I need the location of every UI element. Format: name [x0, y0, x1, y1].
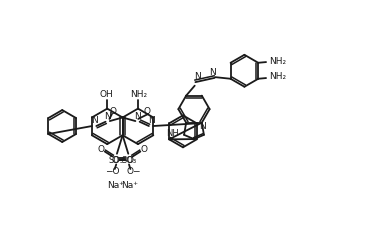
Text: N: N	[134, 112, 141, 121]
Text: SO₃: SO₃	[109, 156, 124, 164]
Text: NH: NH	[166, 129, 179, 138]
Text: Na⁺: Na⁺	[107, 181, 124, 190]
Text: N: N	[194, 72, 201, 81]
Text: N: N	[148, 116, 154, 125]
Text: OH: OH	[100, 90, 113, 99]
Text: Na⁺: Na⁺	[121, 181, 138, 190]
Text: −O: −O	[105, 167, 119, 176]
Text: O: O	[143, 107, 150, 116]
Text: SO₃: SO₃	[122, 156, 136, 164]
Text: O: O	[127, 156, 134, 164]
Text: N: N	[199, 122, 206, 131]
Text: NH₂: NH₂	[130, 90, 147, 99]
Text: N: N	[209, 68, 216, 77]
Text: NH₂: NH₂	[270, 56, 287, 66]
Text: O: O	[109, 107, 116, 116]
Text: N: N	[104, 112, 111, 121]
Text: O−: O−	[126, 167, 140, 176]
Text: N: N	[91, 116, 98, 125]
Text: NH₂: NH₂	[270, 72, 287, 82]
Text: O: O	[111, 156, 118, 164]
Text: O: O	[98, 145, 105, 154]
Text: O: O	[140, 145, 147, 154]
